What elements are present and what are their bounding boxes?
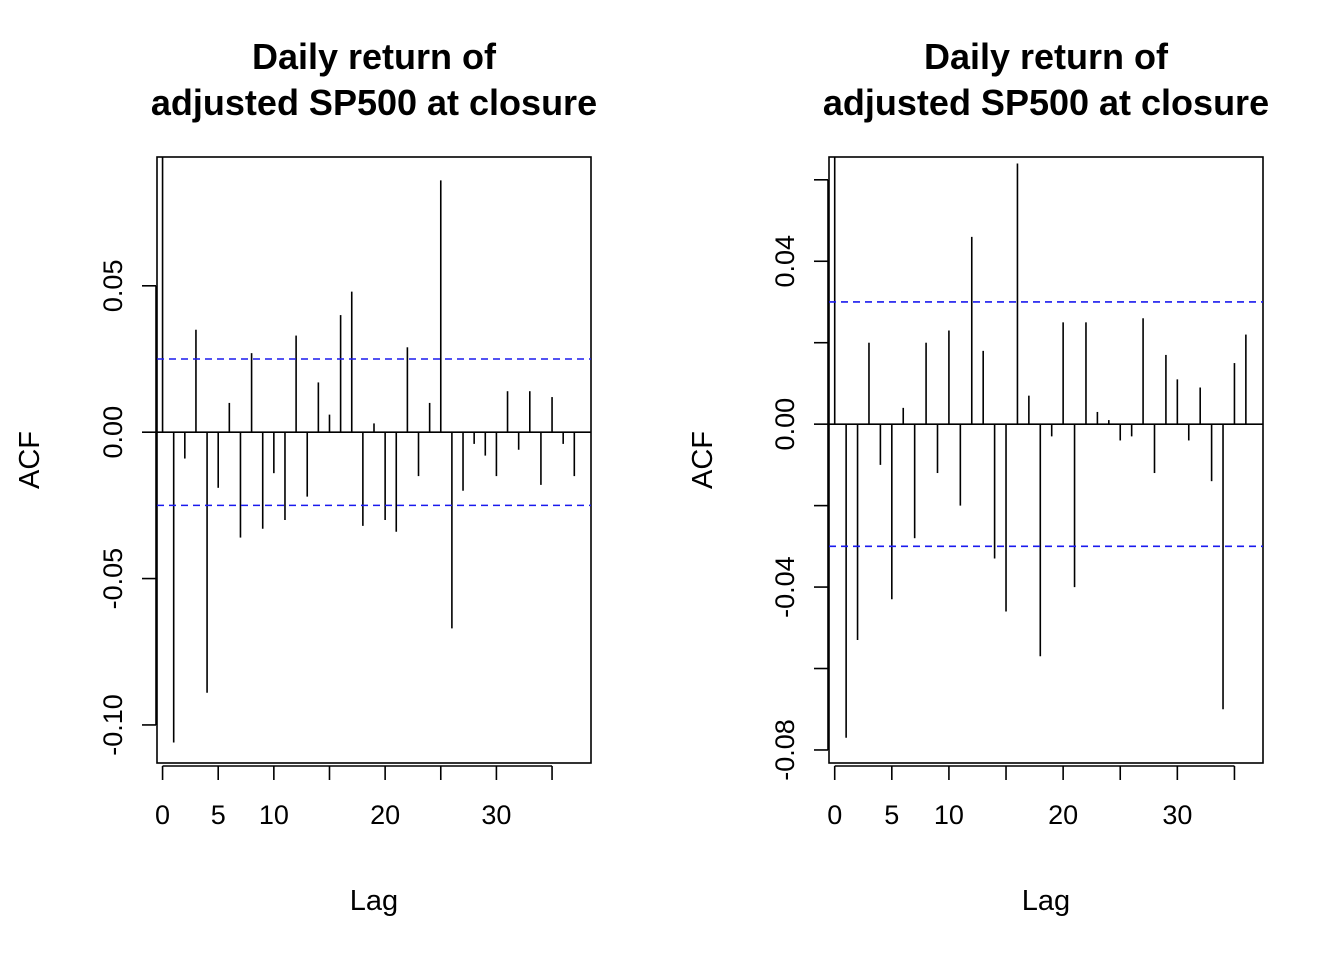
chart-title-line-2: adjusted SP500 at closure (151, 82, 597, 123)
x-tick-label: 10 (259, 800, 289, 830)
x-tick-label: 30 (1162, 800, 1192, 830)
x-axis-label: Lag (350, 885, 398, 917)
x-tick-label: 0 (155, 800, 170, 830)
y-tick-label: 0.00 (98, 406, 128, 459)
y-tick-label: 0.04 (770, 235, 800, 288)
y-axis-label: ACF (14, 431, 46, 489)
x-tick-label: 20 (1048, 800, 1078, 830)
x-axis-label: Lag (1022, 885, 1070, 917)
y-tick-label: 0.00 (770, 398, 800, 451)
plot-frame (828, 156, 1264, 764)
x-tick-label: 5 (211, 800, 226, 830)
chart-title-line-1: Daily return of (252, 36, 497, 77)
chart-title-line-2: adjusted SP500 at closure (823, 82, 1269, 123)
plot-frame (156, 156, 592, 764)
y-tick-label: -0.04 (770, 556, 800, 618)
x-tick-label: 10 (934, 800, 964, 830)
x-tick-label: 5 (884, 800, 899, 830)
y-tick-label: -0.08 (770, 719, 800, 781)
y-tick-label: -0.10 (98, 694, 128, 756)
x-tick-label: 30 (481, 800, 511, 830)
chart-title-line-1: Daily return of (924, 36, 1169, 77)
acf-panel-1: Daily return of adjusted SP500 at closure… (14, 36, 597, 917)
x-tick-label: 20 (370, 800, 400, 830)
acf-panel-2: Daily return of adjusted SP500 at closure… (687, 36, 1269, 917)
y-tick-label: 0.05 (98, 260, 128, 313)
y-tick-label: -0.05 (98, 548, 128, 610)
x-tick-label: 0 (827, 800, 842, 830)
y-axis-label: ACF (687, 431, 719, 489)
